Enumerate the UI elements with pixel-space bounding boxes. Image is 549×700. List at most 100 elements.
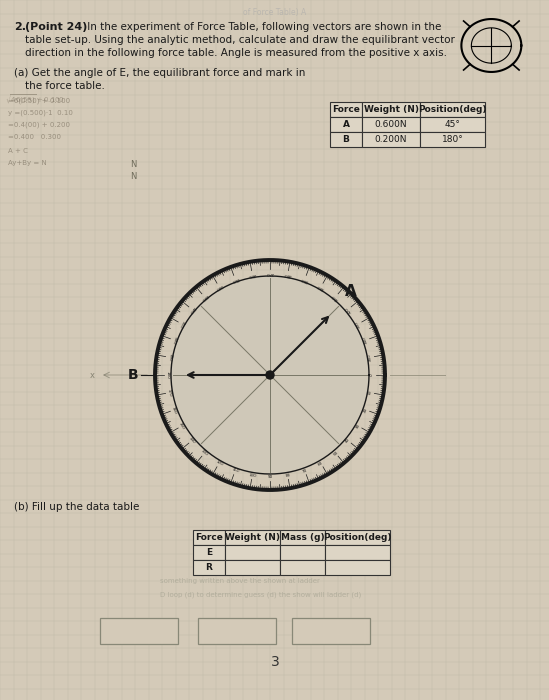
Text: =0.4(00) + 0.200: =0.4(00) + 0.200 [8,122,70,129]
Text: Weight (N): Weight (N) [225,533,280,542]
Text: 130: 130 [200,449,209,457]
Text: Ay+By = N: Ay+By = N [8,160,47,166]
Text: something written above the shown at ladder: something written above the shown at lad… [160,578,320,584]
Text: 350: 350 [368,353,373,361]
Text: Position(deg): Position(deg) [418,105,487,114]
Text: 230: 230 [200,293,209,301]
Bar [193,530,225,545]
Text: Position(deg): Position(deg) [323,533,392,542]
Text: B: B [343,135,349,144]
Text: Mass (g): Mass (g) [281,533,324,542]
Text: In the experiment of Force Table, following vectors are shown in the: In the experiment of Force Table, follow… [84,22,441,32]
Text: 260: 260 [248,272,256,277]
Text: A + C: A + C [8,148,28,154]
Text: 240: 240 [215,283,223,290]
Text: of Force Table) A: of Force Table) A [243,8,307,17]
Text: 3: 3 [271,655,279,669]
Bar [420,117,485,132]
Text: 120: 120 [215,460,223,467]
Text: 0: 0 [370,374,374,377]
Text: 20: 20 [363,407,368,413]
Text: 280: 280 [283,272,292,277]
Text: 320: 320 [344,305,352,314]
Bar [330,102,362,117]
Text: =6(0.50) + 0.100: =6(0.50) + 0.100 [8,98,70,104]
Text: (b) Fill up the data table: (b) Fill up the data table [14,502,139,512]
Text: 150: 150 [178,421,186,430]
Bar [325,530,390,545]
Text: 50: 50 [332,450,339,456]
Text: 330: 330 [355,320,362,328]
Text: 180°: 180° [441,135,463,144]
Text: 45°: 45° [445,120,461,129]
Text: 60: 60 [318,461,324,466]
Bar [280,545,325,560]
Text: (a) Get the angle of E, the equilibrant force and mark in: (a) Get the angle of E, the equilibrant … [14,68,305,78]
Text: 210: 210 [178,320,186,328]
Circle shape [266,371,274,379]
Text: 0.600N: 0.600N [374,120,407,129]
Text: 250: 250 [231,276,239,282]
Text: 40: 40 [345,438,351,444]
Bar [330,132,362,147]
Text: A: A [345,284,356,299]
Bar [193,545,225,560]
Bar [225,545,280,560]
Bar [420,132,485,147]
Text: 2.: 2. [14,22,26,32]
Text: D loop (d) to determine guess (d) the show will ladder (d): D loop (d) to determine guess (d) the sh… [160,592,361,598]
Text: 200: 200 [171,336,177,344]
Text: Force: Force [332,105,360,114]
Text: =0.400   0.300: =0.400 0.300 [8,134,61,140]
Text: 30: 30 [355,423,361,429]
Bar [362,102,420,117]
Text: 190: 190 [167,353,172,361]
Text: 0.200N: 0.200N [375,135,407,144]
Bar [198,618,276,644]
Bar [292,618,370,644]
Text: A: A [343,120,350,129]
Text: R: R [205,563,212,572]
Text: 10: 10 [368,390,373,395]
Text: 100: 100 [248,473,256,478]
Text: 180: 180 [166,371,170,379]
Text: N: N [130,172,136,181]
Text: E: E [206,548,212,557]
Bar [325,560,390,575]
Text: Force: Force [195,533,223,542]
Bar [100,618,178,644]
Bar [225,530,280,545]
Text: 310: 310 [331,293,340,301]
Text: N: N [130,160,136,169]
Bar [280,560,325,575]
Text: 110: 110 [231,468,239,474]
Circle shape [172,277,368,473]
Text: 160: 160 [171,405,177,414]
Bar [420,102,485,117]
Bar [362,132,420,147]
Text: x: x [90,371,95,380]
Text: Weight (N): Weight (N) [363,105,418,114]
Text: 90: 90 [267,475,273,479]
Text: $\sqrt{46(56)} + 0.100$: $\sqrt{46(56)} + 0.100$ [5,93,65,106]
Text: 140: 140 [188,436,196,445]
Text: 70: 70 [302,468,308,474]
Text: 170: 170 [167,389,172,397]
Text: direction in the following force table. Angle is measured from the positive x ax: direction in the following force table. … [25,48,447,58]
Bar [280,530,325,545]
Text: the force table.: the force table. [25,81,105,91]
Text: B: B [128,368,138,382]
Bar [325,545,390,560]
Bar [193,560,225,575]
Text: y =(0.500)·1  0.10: y =(0.500)·1 0.10 [8,110,73,116]
Text: 290: 290 [300,276,309,282]
Text: table set-up. Using the analytic method, calculate and draw the equilibrant vect: table set-up. Using the analytic method,… [25,35,455,45]
Text: 80: 80 [285,473,290,478]
Text: 220: 220 [188,305,196,314]
Text: 340: 340 [363,336,369,344]
Text: (Point 24): (Point 24) [25,22,87,32]
Bar [225,560,280,575]
Bar [330,117,362,132]
Text: 270: 270 [266,271,274,275]
Bar [362,117,420,132]
